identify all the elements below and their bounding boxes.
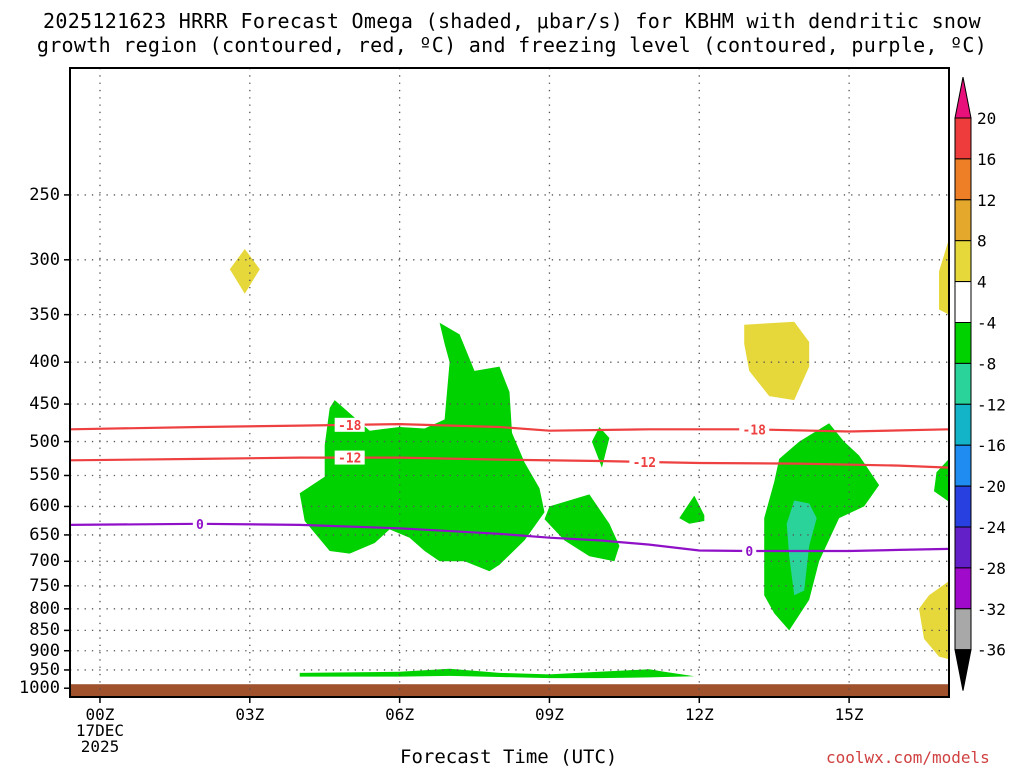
contour-label--12-0: -12 (338, 452, 361, 467)
y-tick-label-650: 650 (29, 524, 60, 545)
omega-region-3 (919, 581, 949, 660)
colorbar-bin--4-4 (954, 281, 972, 324)
chart-title-line-2: growth region (contoured, red, ºC) and f… (36, 33, 988, 57)
colorbar-bin--36--32 (954, 608, 972, 651)
colorbar-bin--16--12 (954, 403, 972, 446)
colorbar-label--4: -4 (977, 314, 996, 333)
contour-label--18-1: -18 (742, 423, 766, 438)
colorbar-label--32: -32 (977, 600, 1006, 619)
contour-line--12 (70, 456, 949, 469)
omega-region-5 (591, 427, 610, 468)
omega-region-1 (744, 321, 810, 401)
y-tick-label-800: 800 (29, 598, 60, 619)
y-tick-label-750: 750 (29, 575, 60, 596)
x-date-label-1: 2025 (80, 737, 120, 756)
colorbar-bin--28--24 (954, 526, 972, 569)
colorbar-label-12: 12 (977, 191, 996, 210)
x-tick-label-15Z: 15Z (834, 705, 864, 724)
omega-region-9 (786, 500, 817, 596)
colorbar-label-8: 8 (977, 232, 987, 251)
y-tick-label-250: 250 (29, 184, 60, 205)
y-tick-label-900: 900 (29, 640, 60, 661)
y-tick-label-700: 700 (29, 551, 60, 572)
x-tick-label-03Z: 03Z (235, 705, 265, 724)
plot-area: -18 -18 -12 -12 0 0 (70, 68, 949, 697)
omega-region-11 (299, 668, 695, 679)
y-tick-label-300: 300 (29, 249, 60, 270)
colorbar-label--12: -12 (977, 395, 1006, 414)
colorbar-bin-4-8 (954, 240, 972, 283)
colorbar-label--28: -28 (977, 559, 1006, 578)
y-tick-label-450: 450 (29, 394, 60, 415)
omega-region-4 (299, 322, 545, 572)
colorbar-bin-16-20 (954, 117, 972, 160)
y-tick-label-350: 350 (29, 304, 60, 325)
x-tick-label-06Z: 06Z (385, 705, 415, 724)
contour-line--18 (70, 422, 949, 433)
contour-line-0 (70, 522, 949, 553)
omega-region-10 (934, 458, 949, 502)
omega-region-2 (939, 239, 949, 315)
contour-label--12-1: -12 (633, 456, 656, 471)
omega-region-7 (679, 495, 705, 524)
x-tick-label-00Z: 00Z (85, 705, 115, 724)
colorbar-bin-8-12 (954, 199, 972, 242)
colorbar-label-16: 16 (977, 150, 996, 169)
chart-title-line-1: 2025121623 HRRR Forecast Omega (shaded, … (43, 9, 981, 33)
colorbar: 20 16 12 8 4 -4 -8 -12 -16 -20 -24 -28 -32 -36 (954, 77, 1006, 691)
x-date-label-0: 17DEC (75, 721, 125, 740)
y-tick-label-550: 550 (29, 465, 60, 486)
colorbar-bin--24--20 (954, 485, 972, 528)
contour-label-0-0: 0 (196, 518, 204, 533)
colorbar-bin--20--16 (954, 444, 972, 487)
colorbar-label-4: 4 (977, 273, 987, 292)
x-tick-label-12Z: 12Z (684, 705, 714, 724)
colorbar-label--20: -20 (977, 477, 1006, 496)
y-tick-label-950: 950 (29, 659, 60, 680)
colorbar-label--36: -36 (977, 641, 1006, 660)
x-tick-label-09Z: 09Z (535, 705, 564, 724)
omega-region-6 (544, 494, 620, 562)
credit-link[interactable]: coolwx.com/models (826, 748, 990, 767)
colorbar-label--24: -24 (977, 518, 1006, 537)
y-tick-label-400: 400 (29, 352, 60, 373)
x-axis-title: Forecast Time (UTC) (400, 746, 618, 768)
y-tick-label-600: 600 (29, 496, 60, 517)
colorbar-label--8: -8 (977, 354, 996, 373)
surface-ground-band (70, 684, 949, 697)
omega-region-0 (229, 249, 260, 294)
colorbar-bin--40--36 (954, 649, 972, 691)
colorbar-bin--12--8 (954, 362, 972, 405)
omega-region-8 (764, 423, 880, 631)
contour-label-0-1: 0 (745, 545, 753, 560)
colorbar-bin-12-16 (954, 158, 972, 201)
colorbar-bin--32--28 (954, 567, 972, 610)
y-tick-label-850: 850 (29, 620, 60, 641)
colorbar-bin-20-24 (954, 77, 972, 119)
y-tick-label-1000: 1000 (19, 678, 60, 699)
y-tick-label-500: 500 (29, 431, 60, 452)
colorbar-label-20: 20 (977, 109, 996, 128)
contour-label--18-0: -18 (338, 419, 362, 434)
colorbar-bin--8--4 (954, 322, 972, 364)
plot-frame (69, 67, 950, 698)
colorbar-label--16: -16 (977, 436, 1006, 455)
